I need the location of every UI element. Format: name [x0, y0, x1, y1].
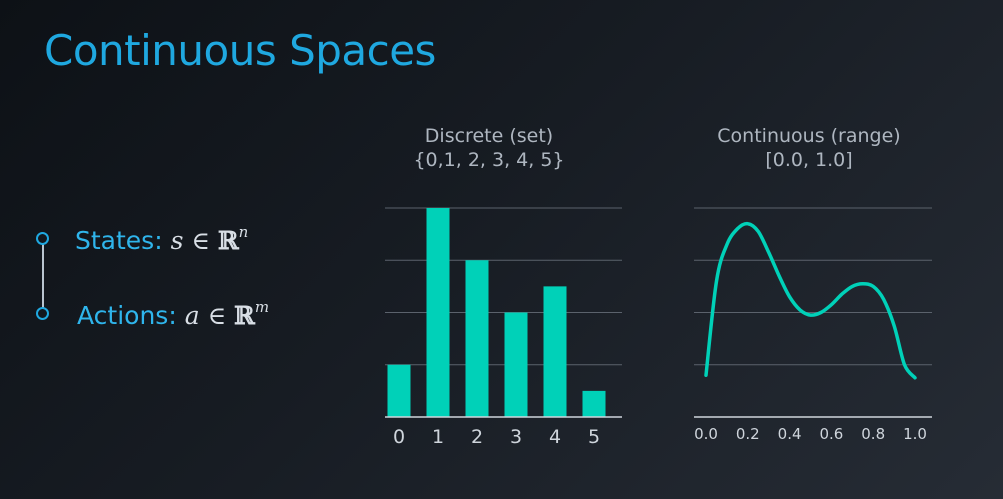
bar-tick-label: 4 — [549, 426, 561, 448]
slide-title: Continuous Spaces — [44, 26, 436, 75]
line-tick-label: 0.6 — [819, 425, 843, 443]
bar-tick-label: 0 — [393, 426, 405, 448]
line-tick-label: 0.0 — [694, 425, 718, 443]
bar-tick-label: 2 — [471, 426, 483, 448]
bar-0 — [387, 364, 411, 417]
continuous-chart-subtitle: [0.0, 1.0] — [765, 149, 853, 171]
line-tick-label: 0.4 — [778, 425, 802, 443]
discrete-chart-heading: Discrete (set) {0,1, 2, 3, 4, 5} — [369, 124, 609, 172]
bullet-states-label: States: — [75, 226, 163, 255]
bullet-dot-states — [36, 232, 49, 245]
states-dimension: n — [238, 223, 249, 241]
bullet-actions-label: Actions: — [77, 301, 177, 330]
states-variable: s — [170, 226, 184, 255]
bar-2 — [465, 260, 489, 417]
bar-1 — [426, 208, 450, 417]
bar-5 — [582, 390, 606, 417]
bullet-dot-actions — [36, 307, 49, 320]
actions-variable: a — [184, 301, 200, 330]
line-tick-label: 0.8 — [861, 425, 885, 443]
continuous-chart-title: Continuous (range) — [717, 125, 901, 147]
bar-4 — [543, 286, 567, 417]
actions-dimension: m — [254, 298, 270, 316]
states-element-of: ∈ — [191, 226, 210, 255]
bullet-actions: Actions: a ∈ ℝm — [77, 298, 269, 330]
line-tick-label: 1.0 — [903, 425, 927, 443]
continuous-chart-heading: Continuous (range) [0.0, 1.0] — [689, 124, 929, 172]
continuous-curve — [704, 221, 917, 380]
bar-tick-label: 1 — [432, 426, 444, 448]
bar-tick-label: 5 — [588, 426, 600, 448]
actions-math: a ∈ ℝm — [184, 298, 270, 330]
continuous-line-chart: 0.0 0.2 0.4 0.6 0.8 1.0 — [694, 207, 932, 443]
discrete-bar-chart: 0 1 2 3 4 5 — [385, 207, 622, 448]
bullet-states: States: s ∈ ℝn — [75, 223, 248, 255]
actions-element-of: ∈ — [207, 301, 227, 330]
discrete-chart-subtitle: {0,1, 2, 3, 4, 5} — [413, 149, 565, 171]
bar-3 — [504, 312, 528, 417]
line-tick-label: 0.2 — [736, 425, 760, 443]
states-math: s ∈ ℝn — [170, 223, 249, 255]
states-real-set: ℝ — [217, 226, 239, 255]
bar-tick-label: 3 — [510, 426, 522, 448]
discrete-chart-title: Discrete (set) — [424, 125, 554, 147]
bullet-connector-line — [42, 243, 44, 309]
actions-real-set: ℝ — [234, 301, 255, 330]
